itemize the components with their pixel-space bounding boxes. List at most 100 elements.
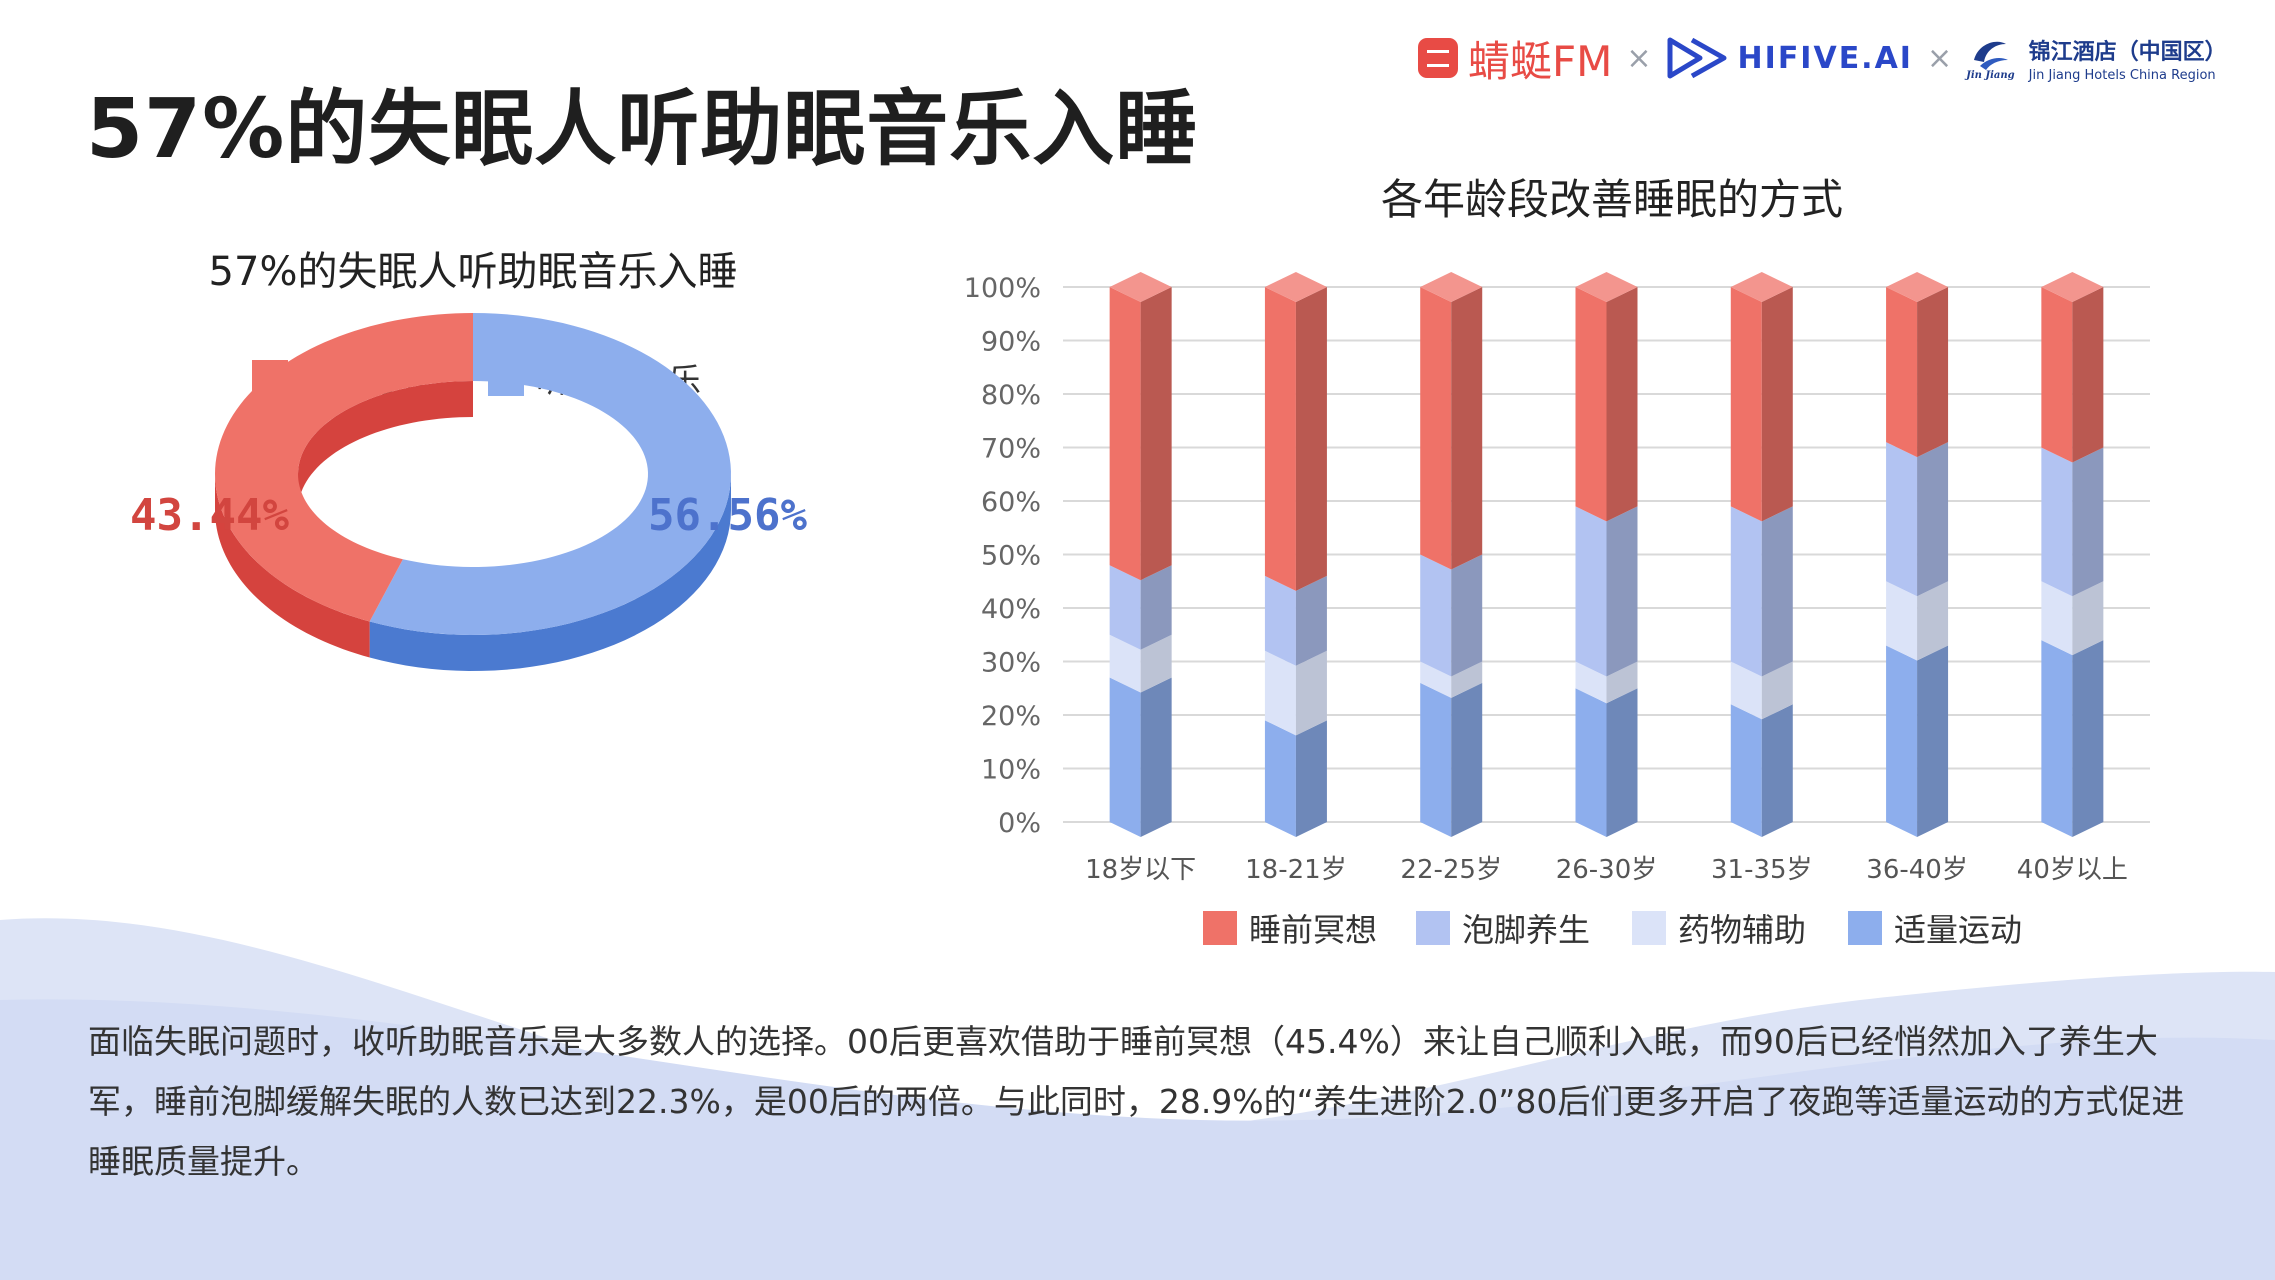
description-text: 面临失眠问题时，收听助眠音乐是大多数人的选择。00后更喜欢借助于睡前冥想（45.… xyxy=(88,1022,2185,1181)
bar-segment-side xyxy=(1761,661,1793,720)
bar-legend-label: 药物辅助 xyxy=(1678,911,1806,949)
bar-segment-side xyxy=(1451,661,1483,698)
jinjiang-mark: Jin Jiang xyxy=(1966,36,2015,81)
bar-segment xyxy=(1264,287,1296,591)
x-tick-label: 36-40岁 xyxy=(1866,855,1968,885)
bar-segment-side xyxy=(1761,704,1793,837)
bar-segment xyxy=(1730,661,1762,720)
bar-segment-side xyxy=(2072,287,2104,463)
bar-column xyxy=(1575,272,1638,837)
bar-top-cap xyxy=(1109,272,1172,302)
bar-segment xyxy=(2041,447,2073,597)
bar-legend-item: 适量运动 xyxy=(1848,911,2022,949)
bar-chart-title: 各年龄段改善睡眠的方式 xyxy=(1381,175,1843,224)
logo-separator: × xyxy=(1926,40,1953,76)
bar-legend-item: 睡前冥想 xyxy=(1203,911,1377,949)
y-tick-label: 80% xyxy=(981,380,1041,411)
bar-top-cap xyxy=(1575,272,1638,302)
bar-segment-side xyxy=(2072,581,2104,656)
donut-slice-side xyxy=(215,474,370,658)
donut-slice-other xyxy=(215,313,473,622)
qingting-fm-logo: 蜻蜓FM xyxy=(1418,28,1612,89)
bar-segment xyxy=(1109,634,1141,693)
bar-segment-side xyxy=(1295,720,1327,837)
bar-segment xyxy=(1730,704,1762,837)
bar-segment xyxy=(1886,442,1918,597)
bar-segment xyxy=(1109,287,1141,581)
bar-segment-side xyxy=(1917,581,1949,661)
logo-separator: × xyxy=(1626,40,1652,76)
x-tick-label: 31-35岁 xyxy=(1711,855,1813,885)
y-tick-label: 70% xyxy=(981,434,1041,465)
bar-segment-side xyxy=(1917,645,1949,837)
bar-column xyxy=(1109,272,1172,837)
qingting-fm-text: 蜻蜓FM xyxy=(1468,36,1613,86)
bar-segment-side xyxy=(2072,640,2104,837)
donut-value-label-other: 43.44% xyxy=(130,490,289,541)
jinjiang-logo: Jin Jiang 锦江酒店（中国区） Jin Jiang Hotels Chi… xyxy=(1966,34,2227,83)
bar-column xyxy=(1420,272,1483,837)
bar-legend-swatch xyxy=(1203,911,1237,945)
bar-segment-side xyxy=(1295,287,1327,591)
bar-top-cap xyxy=(1264,272,1327,302)
bar-segment xyxy=(1264,650,1296,736)
bar-segment-side xyxy=(1140,677,1172,837)
bar-legend-swatch xyxy=(1632,911,1666,945)
x-tick-label: 40岁以上 xyxy=(2017,855,2128,885)
donut-chart-title: 57%的失眠人听助眠音乐入睡 xyxy=(209,249,738,295)
y-tick-label: 100% xyxy=(964,273,1041,304)
bar-segment-side xyxy=(1451,287,1483,570)
y-tick-label: 50% xyxy=(981,541,1041,572)
jinjiang-mark-text: Jin Jiang xyxy=(1966,69,2015,81)
donut-inner-wall xyxy=(298,381,473,510)
bar-segment-side xyxy=(1451,554,1483,677)
bar-legend-label: 泡脚养生 xyxy=(1462,911,1590,949)
bar-segment xyxy=(1264,575,1296,666)
y-tick-label: 60% xyxy=(981,487,1041,518)
y-tick-label: 30% xyxy=(981,648,1041,679)
bar-segment xyxy=(1575,506,1607,677)
bar-segment xyxy=(1420,287,1452,570)
bar-segment xyxy=(1420,661,1452,698)
bar-segment xyxy=(1264,720,1296,837)
bar-legend-item: 药物辅助 xyxy=(1632,911,1806,949)
bar-segment-side xyxy=(1140,565,1172,650)
bar-segment xyxy=(1575,661,1607,704)
bar-segment-side xyxy=(1917,442,1949,597)
y-tick-label: 20% xyxy=(981,701,1041,732)
bar-segment xyxy=(2041,581,2073,656)
bar-top-cap xyxy=(2041,272,2104,302)
donut-slice-music xyxy=(369,313,731,635)
bar-segment-side xyxy=(1606,287,1638,522)
donut-slice-side xyxy=(369,474,731,671)
x-tick-label: 26-30岁 xyxy=(1556,855,1658,885)
bar-segment xyxy=(1109,565,1141,650)
x-tick-label: 18岁以下 xyxy=(1085,855,1196,885)
bar-segment-side xyxy=(1606,506,1638,677)
bar-segment xyxy=(1575,688,1607,837)
hifive-mark-icon xyxy=(1667,37,1727,79)
bar-segment xyxy=(1886,581,1918,661)
bar-segment-side xyxy=(1140,287,1172,581)
bar-segment-side xyxy=(1606,688,1638,837)
bar-segment xyxy=(1109,677,1141,837)
bar-column xyxy=(1264,272,1327,837)
bar-column xyxy=(1730,272,1793,837)
bar-segment-side xyxy=(1140,634,1172,693)
bar-legend-label: 适量运动 xyxy=(1894,911,2022,949)
bar-top-cap xyxy=(1886,272,1949,302)
bar-segment xyxy=(1730,506,1762,677)
bar-column xyxy=(1886,272,1949,837)
y-tick-label: 40% xyxy=(981,594,1041,625)
bar-legend-swatch xyxy=(1416,911,1450,945)
bar-segment xyxy=(1575,287,1607,522)
page-title: 57%的失眠人听助眠音乐入睡 xyxy=(86,82,1199,177)
bar-top-cap xyxy=(1420,272,1483,302)
hifive-text: HIFIVE.AI xyxy=(1737,40,1913,76)
bar-segment-side xyxy=(1606,661,1638,704)
donut-chart: 57%的失眠人听助眠音乐入睡其他方式听助眠音乐43.44%56.56% xyxy=(130,249,807,671)
bar-segment xyxy=(1730,287,1762,522)
y-tick-label: 0% xyxy=(998,808,1041,839)
